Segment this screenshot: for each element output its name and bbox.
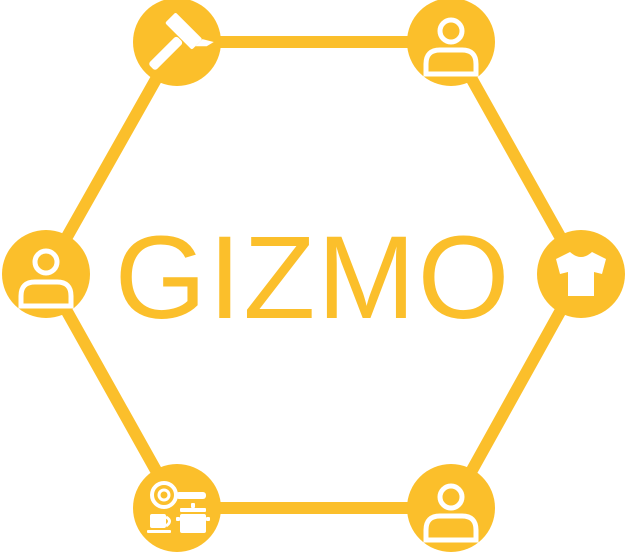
edge-bottom-left [40, 268, 183, 514]
edge-top-left [40, 36, 183, 280]
node-left [2, 230, 90, 318]
person-icon [423, 483, 479, 543]
hammer-icon [149, 13, 214, 70]
kitchenware-icon [147, 481, 210, 533]
edge-top-right [445, 36, 587, 280]
person-icon [423, 17, 479, 77]
hexagon-outline [40, 36, 587, 514]
node-right [537, 230, 625, 318]
person-icon [18, 248, 74, 309]
tshirt-icon [556, 252, 606, 296]
node-top-right [407, 0, 495, 86]
node-bottom-right [407, 464, 495, 552]
node-top-left [133, 0, 221, 86]
edge-bottom-right [445, 268, 587, 514]
node-bottom-left [133, 464, 221, 552]
logo-title: GIZMO [115, 212, 512, 344]
